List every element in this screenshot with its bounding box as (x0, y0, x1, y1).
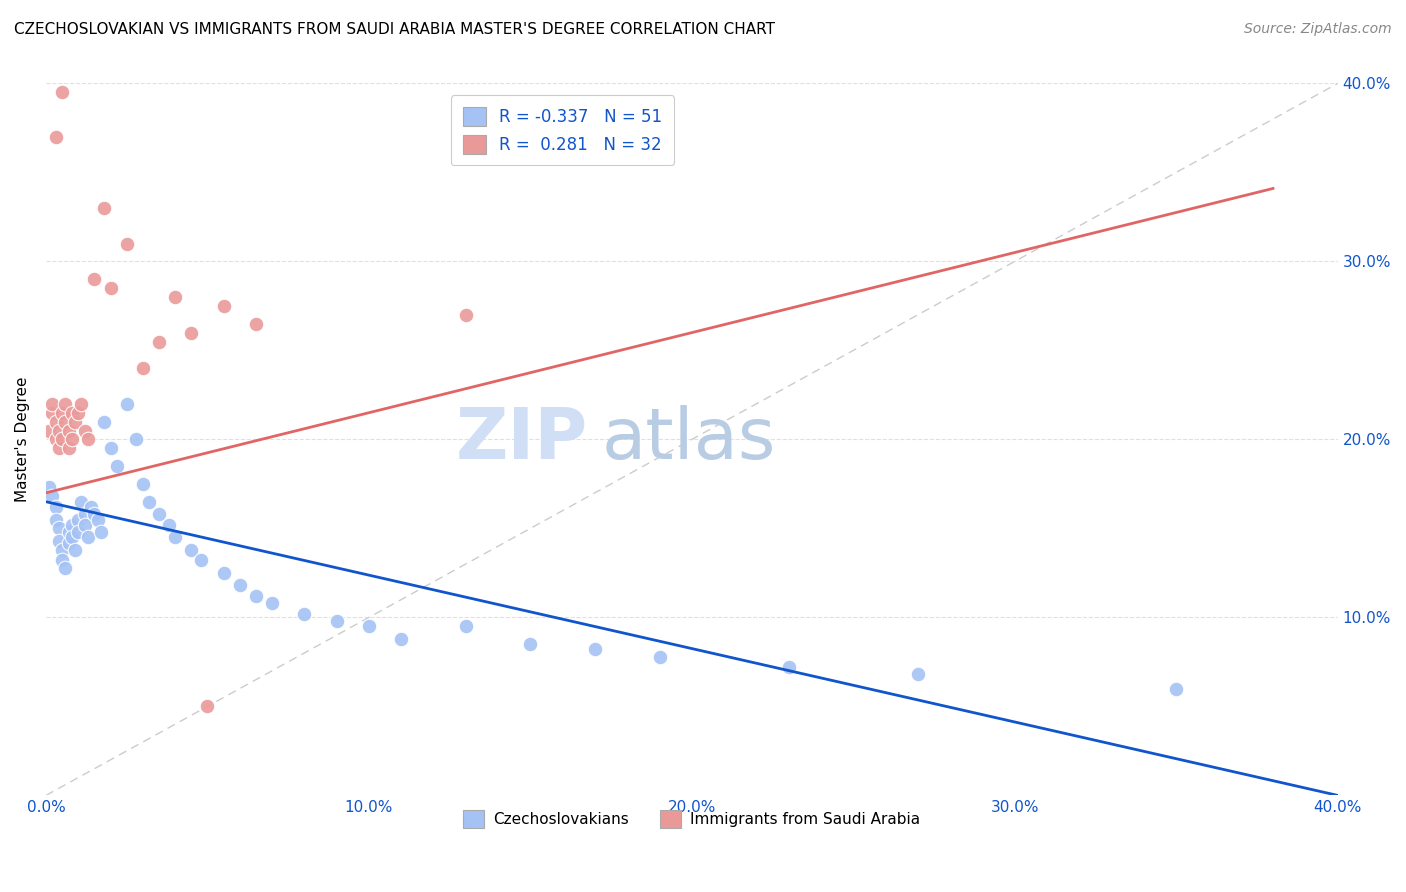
Point (357, 619, 380, 633)
Point (100, 442, 122, 456)
Point (115, 397, 138, 411)
Point (132, 477, 155, 491)
Point (41, 406, 63, 420)
Legend: Czechoslovakians, Immigrants from Saudi Arabia: Czechoslovakians, Immigrants from Saudi … (457, 805, 927, 834)
Point (245, 589, 267, 603)
Point (41, 489, 63, 503)
Point (454, 619, 477, 633)
Point (48, 442, 70, 456)
Point (148, 507, 170, 521)
Point (138, 494, 160, 508)
Point (132, 361, 155, 376)
Point (67, 406, 90, 420)
Point (51, 433, 73, 447)
Point (58, 535, 80, 549)
Point (73, 507, 96, 521)
Point (519, 637, 541, 651)
Point (51, 542, 73, 557)
Point (53, 415, 76, 429)
Point (38, 424, 60, 438)
Point (93, 415, 115, 429)
Point (197, 699, 219, 714)
Text: Source: ZipAtlas.com: Source: ZipAtlas.com (1244, 22, 1392, 37)
Point (48, 521, 70, 535)
Point (245, 317, 267, 331)
Point (67, 524, 90, 539)
Point (115, 236, 138, 251)
Point (58, 442, 80, 456)
Point (228, 578, 250, 592)
Point (148, 334, 170, 349)
Point (41, 397, 63, 411)
Point (180, 542, 202, 557)
Point (58, 524, 80, 539)
Point (53, 397, 76, 411)
Text: ZIP: ZIP (456, 405, 589, 474)
Point (260, 596, 283, 610)
Point (165, 290, 187, 304)
Point (63, 542, 86, 557)
Point (51, 86, 73, 100)
Point (51, 553, 73, 567)
Point (60, 433, 83, 447)
Point (907, 667, 929, 681)
Point (63, 415, 86, 429)
Point (190, 553, 212, 567)
Point (73, 517, 96, 532)
Point (58, 424, 80, 438)
Point (60, 517, 83, 532)
Point (77, 530, 100, 544)
Point (165, 530, 187, 544)
Point (86, 512, 108, 526)
Point (53, 560, 76, 574)
Point (48, 533, 70, 548)
Point (389, 632, 412, 646)
Point (325, 614, 347, 628)
Point (83, 507, 105, 521)
Point (45, 512, 67, 526)
Point (77, 433, 100, 447)
Point (180, 326, 202, 340)
Text: CZECHOSLOVAKIAN VS IMMIGRANTS FROM SAUDI ARABIA MASTER'S DEGREE CORRELATION CHAR: CZECHOSLOVAKIAN VS IMMIGRANTS FROM SAUDI… (14, 22, 775, 37)
Point (67, 512, 90, 526)
Point (51, 406, 73, 420)
Point (778, 660, 800, 674)
Point (454, 308, 477, 322)
Point (105, 459, 128, 474)
Point (583, 642, 606, 657)
Point (38, 480, 60, 494)
Point (60, 406, 83, 420)
Point (212, 566, 235, 580)
Point (48, 424, 70, 438)
Point (93, 201, 115, 215)
Point (45, 415, 67, 429)
Point (70, 397, 93, 411)
Point (60, 530, 83, 544)
Text: atlas: atlas (602, 405, 776, 474)
Point (73, 424, 96, 438)
Point (45, 129, 67, 144)
Point (648, 649, 671, 664)
Y-axis label: Master's Degree: Master's Degree (15, 376, 30, 502)
Point (45, 433, 67, 447)
Point (292, 607, 315, 621)
Point (157, 517, 180, 532)
Point (125, 433, 148, 447)
Point (212, 299, 235, 313)
Point (100, 281, 122, 295)
Point (83, 272, 105, 286)
Point (80, 500, 103, 514)
Point (1166, 681, 1188, 696)
Point (45, 500, 67, 514)
Point (90, 524, 112, 539)
Point (70, 494, 93, 508)
